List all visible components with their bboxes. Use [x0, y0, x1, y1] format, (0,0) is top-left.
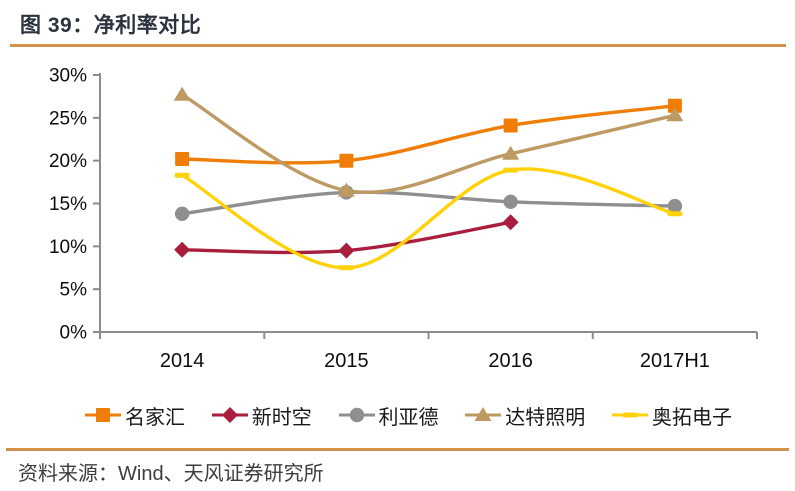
legend-item-mingjiahui: 名家汇	[84, 401, 185, 430]
circle-marker-icon	[338, 407, 375, 423]
y-tick-label: 25%	[49, 108, 87, 129]
triangle-marker-icon	[474, 407, 492, 421]
legend-item-liyade: 利亚德	[338, 401, 439, 430]
x-category-label: 2015	[324, 350, 369, 370]
series-line	[180, 93, 677, 195]
triangle-marker-icon	[465, 407, 502, 421]
legend-label: 达特照明	[505, 406, 586, 429]
series-line	[180, 167, 677, 270]
legend-label: 奥拓电子	[652, 406, 732, 429]
footer-divider	[6, 448, 789, 451]
legend-label: 利亚德	[378, 406, 439, 429]
legend-label: 新时空	[251, 406, 312, 429]
square-marker-icon	[503, 118, 518, 133]
triangle-marker-icon	[502, 145, 520, 160]
title-divider	[10, 44, 786, 47]
square-marker-icon	[667, 98, 682, 113]
square-marker-icon	[339, 153, 354, 168]
dash-marker-icon	[174, 172, 190, 178]
dash-marker-icon	[667, 211, 683, 217]
legend-label: 名家汇	[125, 406, 185, 429]
y-tick-label: 0%	[60, 323, 88, 344]
diamond-marker-icon	[174, 241, 191, 258]
y-tick-label: 5%	[60, 280, 88, 301]
square-marker-icon	[96, 408, 110, 422]
dash-marker-icon	[612, 412, 648, 418]
circle-marker-icon	[503, 194, 518, 209]
series-line	[180, 190, 677, 216]
axes	[99, 73, 757, 333]
y-tick-label: 20%	[49, 151, 87, 172]
square-marker-icon	[175, 152, 190, 166]
chart-legend: 名家汇 新时空 利亚德 达特照明 奥拓电子	[84, 401, 732, 429]
net-margin-line-chart: 0% 5% 10% 15% 20% 25% 30% 2014 2015 2016 2017H1	[49, 66, 758, 370]
triangle-marker-icon	[666, 107, 684, 122]
diamond-marker-icon	[502, 214, 519, 231]
diamond-marker-icon	[338, 242, 355, 259]
y-tick-label: 30%	[49, 66, 87, 87]
y-tick-label: 15%	[49, 194, 87, 215]
diamond-marker-icon	[211, 407, 248, 423]
square-marker-icon	[85, 408, 121, 422]
series-line	[180, 104, 677, 165]
dash-marker-icon	[622, 412, 638, 418]
triangle-marker-icon	[337, 182, 355, 197]
circle-marker-icon	[667, 198, 683, 214]
circle-marker-icon	[174, 206, 190, 221]
x-category-label: 2016	[488, 350, 533, 370]
legend-item-xinshikong: 新时空	[211, 401, 312, 430]
dash-marker-icon	[338, 265, 354, 271]
triangle-marker-icon	[173, 86, 191, 101]
y-tick-label: 10%	[49, 237, 87, 258]
x-category-label: 2014	[160, 350, 205, 370]
source-note: 资料来源：Wind、天风证券研究所	[18, 463, 324, 485]
legend-item-aotuodianzi: 奥拓电子	[611, 401, 732, 430]
diamond-marker-icon	[221, 407, 238, 423]
figure-title: 图 39：净利率对比	[20, 14, 202, 37]
legend-item-datezhaoming: 达特照明	[464, 401, 585, 430]
dash-marker-icon	[503, 167, 519, 173]
x-category-label: 2017H1	[640, 350, 710, 370]
circle-marker-icon	[349, 407, 364, 423]
